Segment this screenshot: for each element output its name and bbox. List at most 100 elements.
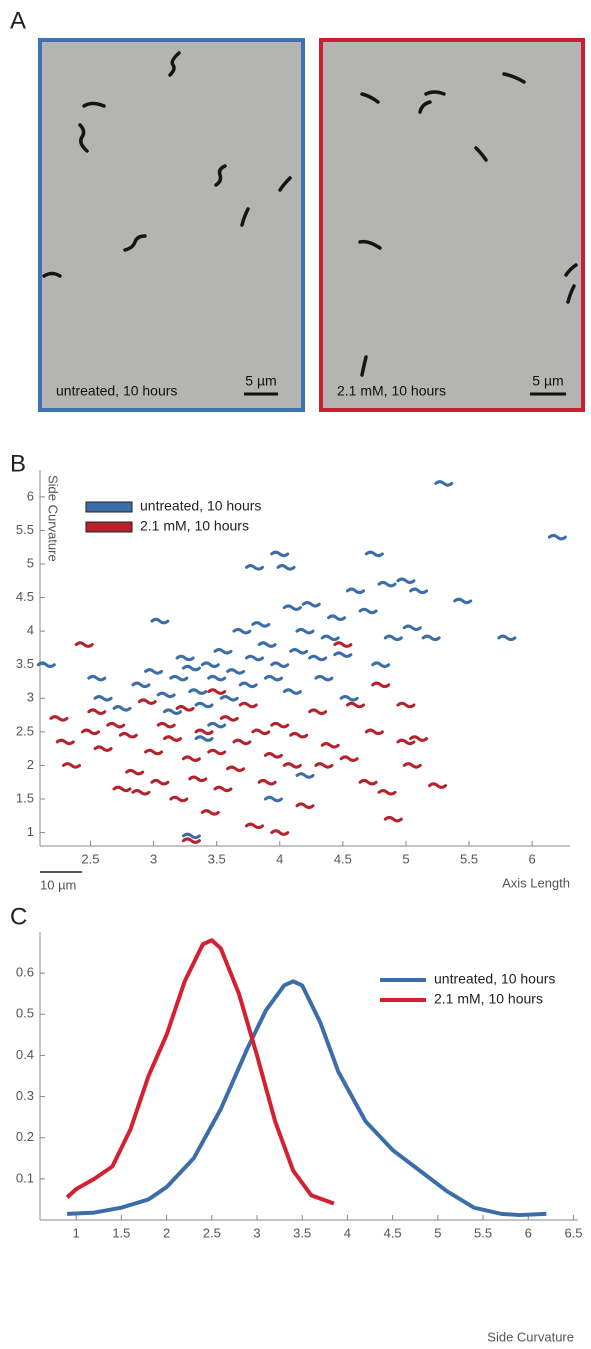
cell-point [207, 721, 227, 729]
legend-label: 2.1 mM, 10 hours [434, 991, 543, 1007]
cell-point [80, 728, 100, 736]
cell-point [295, 802, 315, 809]
y-tick-label: 0.4 [16, 1047, 34, 1062]
y-tick-label: 5.5 [16, 522, 34, 537]
density-line [67, 979, 547, 1218]
cell-point [62, 762, 82, 769]
cell-point [207, 674, 227, 682]
cell-point [150, 778, 170, 786]
cell-point [257, 641, 277, 648]
cell-point [421, 634, 441, 642]
cell-point [364, 550, 384, 558]
x-tick-label: 2.5 [203, 1225, 221, 1240]
y-tick-label: 1.5 [16, 790, 34, 805]
cell-point [219, 695, 239, 702]
cell-point [402, 624, 422, 632]
cell-point [207, 688, 227, 695]
cell-point [453, 597, 473, 605]
cell-point [245, 564, 265, 571]
cell-point [257, 778, 277, 786]
x-tick-label: 6.5 [564, 1225, 582, 1240]
y-tick-label: 3 [27, 690, 34, 705]
cell-point [547, 533, 567, 541]
cell-point [396, 577, 416, 585]
cell-point [175, 654, 195, 662]
cell-point [36, 661, 56, 668]
cell-point [282, 604, 302, 611]
cell-point [207, 748, 227, 756]
y-tick-label: 0.3 [16, 1088, 34, 1103]
cell-point [213, 785, 233, 793]
cell-point [181, 837, 201, 844]
cell-point [49, 715, 69, 722]
x-tick-label: 1.5 [112, 1225, 130, 1240]
legend-swatch [85, 521, 133, 533]
scale-bar-label: 10 µm [40, 877, 76, 892]
legend-label: untreated, 10 hours [140, 498, 261, 514]
x-tick-label: 3 [253, 1225, 260, 1240]
cell-point [358, 778, 378, 786]
cell-point [106, 721, 126, 729]
cell-point [112, 705, 132, 712]
cell-point [358, 607, 378, 615]
cell-point [74, 641, 94, 648]
cell-point [327, 614, 347, 621]
cell-point [169, 674, 189, 682]
cell-point [238, 701, 258, 709]
x-tick-label: 5.5 [474, 1225, 492, 1240]
cell-point [156, 721, 176, 729]
cell-point [150, 617, 170, 625]
cell-point [276, 564, 296, 571]
cell-point [251, 621, 271, 628]
cell-point [371, 681, 391, 689]
cell-point [169, 795, 189, 803]
cell-point [163, 708, 182, 715]
x-tick-label: 4.5 [334, 851, 352, 866]
x-axis-label: Side Curvature [487, 1329, 574, 1344]
cell-point [270, 550, 290, 558]
x-tick-label: 3 [150, 851, 157, 866]
y-tick-label: 0.2 [16, 1129, 34, 1144]
cell-point [289, 648, 309, 655]
cell-point [219, 715, 239, 722]
cell-point [383, 815, 403, 823]
cell-point [87, 708, 107, 715]
cell-point [409, 735, 429, 742]
x-tick-label: 3.5 [293, 1225, 311, 1240]
y-tick-label: 6 [27, 488, 34, 503]
legend-label: 2.1 mM, 10 hours [140, 518, 249, 534]
cell-point [251, 728, 271, 736]
cell-point [112, 785, 132, 793]
cell-point [213, 648, 233, 655]
x-tick-label: 5.5 [460, 851, 478, 866]
cell-point [175, 705, 195, 712]
micrograph-untreated: untreated, 10 hours 5 µm [38, 38, 305, 412]
cell-point [282, 762, 302, 769]
x-tick-label: 6 [529, 851, 536, 866]
cell-point [320, 742, 340, 749]
cell-point [194, 728, 214, 736]
panel-label: A [10, 7, 26, 34]
scale-bar-label: 5 µm [532, 373, 563, 389]
cell-point [245, 654, 265, 662]
cell-point [181, 664, 201, 672]
cell-point [270, 661, 290, 668]
cell-point [55, 738, 75, 746]
y-tick-label: 2 [27, 757, 34, 772]
y-tick-label: 0.5 [16, 1006, 34, 1021]
cell-point [295, 772, 315, 779]
cell-point [402, 762, 422, 769]
y-tick-label: 0.6 [16, 965, 34, 980]
x-tick-label: 6 [525, 1225, 532, 1240]
cell-point [428, 782, 447, 789]
cell-point [194, 735, 214, 742]
cell-point [163, 735, 182, 742]
cell-point [314, 762, 334, 769]
cell-point [345, 701, 365, 709]
cell-point [118, 731, 138, 739]
cell-point [339, 755, 359, 762]
cell-point [289, 731, 309, 739]
cell-point [263, 795, 283, 803]
y-tick-label: 1 [27, 824, 34, 839]
